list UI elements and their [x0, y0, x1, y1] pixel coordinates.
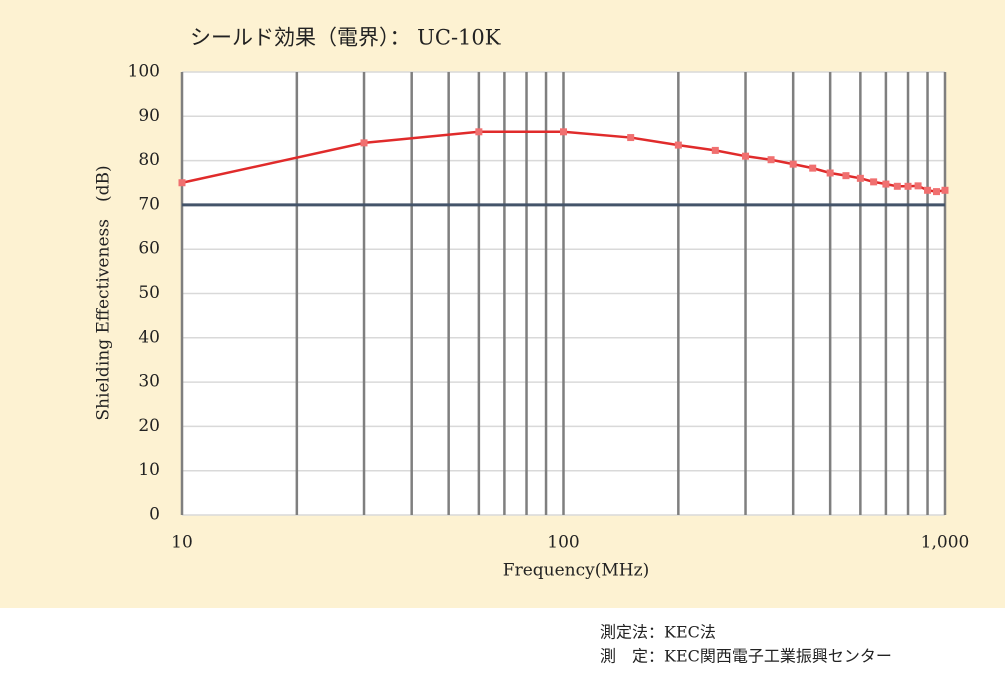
marker	[809, 164, 817, 172]
marker	[914, 182, 922, 190]
marker	[924, 186, 932, 194]
x-axis-label: Frequency(MHz)	[503, 561, 649, 581]
y-tick-label: 90	[138, 106, 160, 126]
marker	[933, 188, 941, 196]
y-tick-label: 0	[149, 505, 160, 525]
marker	[742, 152, 750, 160]
marker	[826, 169, 834, 177]
x-tick-label: 1,000	[921, 533, 970, 553]
marker	[882, 180, 890, 188]
y-tick-label: 70	[138, 194, 160, 214]
marker	[560, 128, 567, 136]
marker	[178, 179, 186, 187]
marker	[475, 128, 483, 136]
note: 測 定：KEC関西電子工業振興センター	[600, 647, 892, 666]
marker	[904, 182, 912, 190]
marker	[893, 182, 901, 190]
y-tick-label: 60	[138, 239, 160, 259]
marker	[856, 174, 864, 182]
y-tick-label: 30	[138, 372, 160, 392]
series-line	[181, 130, 946, 193]
y-axis-label: Shielding Effectiveness (dB)	[94, 165, 114, 420]
y-tick-label: 20	[138, 416, 160, 436]
marker	[941, 186, 949, 194]
note: 測定法：KEC法	[600, 623, 716, 642]
y-tick-label: 100	[128, 62, 160, 82]
x-tick-label: 10	[171, 533, 193, 553]
marker	[711, 146, 719, 154]
marker	[789, 160, 797, 168]
chart-title: シールド効果（電界）： UC-10K	[190, 26, 501, 50]
marker	[767, 156, 775, 164]
y-tick-label: 10	[138, 460, 160, 480]
y-tick-label: 80	[138, 150, 160, 170]
marker	[674, 141, 682, 149]
y-tick-label: 50	[138, 283, 160, 303]
x-tick-label: 100	[547, 533, 579, 553]
marker	[627, 134, 635, 142]
y-tick-label: 40	[138, 327, 160, 347]
marker	[870, 178, 878, 186]
marker	[360, 139, 368, 147]
marker	[842, 172, 850, 180]
